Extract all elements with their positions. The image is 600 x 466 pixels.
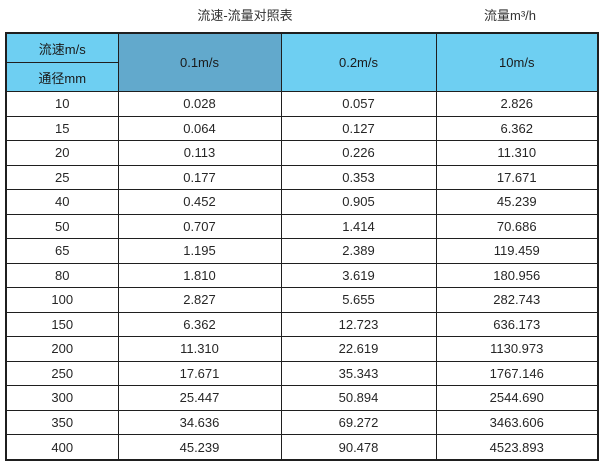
flow-cell: 69.272 — [280, 409, 437, 435]
table-row: 65 1.195 2.389 119.459 — [5, 238, 599, 264]
table-row: 40 0.452 0.905 45.239 — [5, 189, 599, 215]
table-row: 250 17.671 35.343 1767.146 — [5, 360, 599, 386]
table-row: 350 34.636 69.272 3463.606 — [5, 409, 599, 435]
table-row: 200 11.310 22.619 1130.973 — [5, 336, 599, 362]
diameter-cell: 80 — [5, 262, 119, 288]
table-row: 400 45.239 90.478 4523.893 — [5, 434, 599, 461]
diameter-cell: 350 — [5, 409, 119, 435]
flow-cell: 0.113 — [117, 140, 282, 166]
flow-cell: 17.671 — [117, 360, 282, 386]
flow-cell: 2.389 — [280, 238, 437, 264]
flow-unit-label: 流量m³/h — [484, 8, 537, 23]
flow-cell: 119.459 — [435, 238, 599, 264]
header-row-top: 流速m/s 0.1m/s 0.2m/s 10m/s — [5, 32, 599, 92]
diameter-cell: 20 — [5, 140, 119, 166]
flow-cell: 1130.973 — [435, 336, 599, 362]
flow-cell: 3463.606 — [435, 409, 599, 435]
flow-rate-table: 流速m/s 0.1m/s 0.2m/s 10m/s 通径mm 10 0.028 … — [5, 32, 599, 461]
flow-cell: 50.894 — [280, 385, 437, 411]
table-row: 10 0.028 0.057 2.826 — [5, 91, 599, 117]
flow-cell: 22.619 — [280, 336, 437, 362]
flow-cell: 4523.893 — [435, 434, 599, 461]
diameter-cell: 40 — [5, 189, 119, 215]
flow-cell: 1.195 — [117, 238, 282, 264]
flow-cell: 0.905 — [280, 189, 437, 215]
diameter-cell: 150 — [5, 311, 119, 337]
table-row: 80 1.810 3.619 180.956 — [5, 262, 599, 288]
flow-cell: 0.226 — [280, 140, 437, 166]
column-header-10ms: 10m/s — [435, 32, 599, 92]
flow-cell: 45.239 — [435, 189, 599, 215]
diameter-cell: 50 — [5, 213, 119, 239]
diameter-cell: 300 — [5, 385, 119, 411]
diameter-cell: 25 — [5, 164, 119, 190]
flow-cell: 282.743 — [435, 287, 599, 313]
diameter-cell: 65 — [5, 238, 119, 264]
flow-cell: 34.636 — [117, 409, 282, 435]
corner-velocity-label: 流速m/s — [5, 32, 119, 63]
diameter-cell: 100 — [5, 287, 119, 313]
flow-cell: 6.362 — [435, 115, 599, 141]
table-row: 25 0.177 0.353 17.671 — [5, 164, 599, 190]
flow-cell: 2.827 — [117, 287, 282, 313]
flow-cell: 1.810 — [117, 262, 282, 288]
flow-cell: 1.414 — [280, 213, 437, 239]
corner-diameter-label: 通径mm — [5, 62, 119, 92]
flow-cell: 6.362 — [117, 311, 282, 337]
flow-cell: 0.452 — [117, 189, 282, 215]
flow-cell: 0.064 — [117, 115, 282, 141]
flow-cell: 11.310 — [117, 336, 282, 362]
table-row: 20 0.113 0.226 11.310 — [5, 140, 599, 166]
flow-cell: 0.177 — [117, 164, 282, 190]
flow-cell: 0.707 — [117, 213, 282, 239]
flow-cell: 2544.690 — [435, 385, 599, 411]
column-header-0-1ms: 0.1m/s — [117, 32, 282, 92]
flow-cell: 45.239 — [117, 434, 282, 461]
flow-cell: 0.353 — [280, 164, 437, 190]
flow-cell: 70.686 — [435, 213, 599, 239]
header-row-bottom: 通径mm — [5, 62, 598, 92]
table-row: 100 2.827 5.655 282.743 — [5, 287, 599, 313]
flow-cell: 17.671 — [435, 164, 599, 190]
flow-cell: 90.478 — [280, 434, 437, 461]
flow-cell: 35.343 — [280, 360, 437, 386]
table-row: 15 0.064 0.127 6.362 — [5, 115, 599, 141]
flow-cell: 3.619 — [280, 262, 437, 288]
diameter-cell: 10 — [5, 91, 119, 117]
flow-cell: 5.655 — [280, 287, 437, 313]
flow-cell: 25.447 — [117, 385, 282, 411]
flow-cell: 2.826 — [435, 91, 599, 117]
flow-cell: 12.723 — [280, 311, 437, 337]
flow-cell: 11.310 — [435, 140, 599, 166]
flow-cell: 0.057 — [280, 91, 437, 117]
diameter-cell: 200 — [5, 336, 119, 362]
diameter-cell: 15 — [5, 115, 119, 141]
flow-cell: 636.173 — [435, 311, 599, 337]
flow-cell: 0.127 — [280, 115, 437, 141]
table-row: 300 25.447 50.894 2544.690 — [5, 385, 599, 411]
table-row: 50 0.707 1.414 70.686 — [5, 213, 599, 239]
flow-cell: 180.956 — [435, 262, 599, 288]
column-header-0-2ms: 0.2m/s — [280, 32, 437, 92]
flow-cell: 1767.146 — [435, 360, 599, 386]
flow-cell: 0.028 — [117, 91, 282, 117]
table-row: 150 6.362 12.723 636.173 — [5, 311, 599, 337]
diameter-cell: 250 — [5, 360, 119, 386]
diameter-cell: 400 — [5, 434, 119, 461]
page-title: 流速-流量对照表 — [197, 8, 293, 23]
